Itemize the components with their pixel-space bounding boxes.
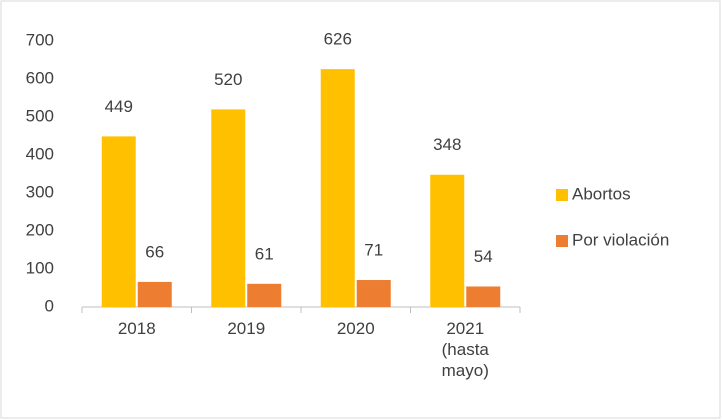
y-tick-label: 600 [26,68,54,87]
bar [137,281,172,307]
bar [101,136,136,307]
legend-swatch [556,189,568,201]
bar [356,280,391,307]
y-tick-label: 0 [45,296,54,315]
x-tick-label: 2021 (hasta mayo) [441,319,489,380]
legend-label: Abortos [572,184,631,203]
y-tick-label: 300 [26,182,54,201]
bar [211,109,246,308]
data-label: 71 [364,241,383,260]
data-label: 54 [474,247,493,266]
data-label: 626 [324,30,352,49]
bar [430,174,465,307]
legend-swatch [556,235,568,247]
bar [247,283,282,307]
data-label: 348 [433,135,461,154]
x-tick-label: 2018 [117,319,156,338]
bar [320,69,355,308]
data-label: 449 [105,97,133,116]
bar [466,286,501,307]
data-label: 61 [255,244,274,263]
legend-label: Por violación [572,230,669,249]
y-tick-label: 500 [26,106,54,125]
y-tick-label: 400 [26,144,54,163]
y-tick-label: 700 [26,30,54,49]
data-label: 66 [145,242,164,261]
data-label: 520 [214,70,242,89]
x-tick-label: 2020 [336,319,375,338]
y-tick-label: 100 [26,258,54,277]
x-tick-label: 2019 [227,319,266,338]
y-tick-label: 200 [26,220,54,239]
